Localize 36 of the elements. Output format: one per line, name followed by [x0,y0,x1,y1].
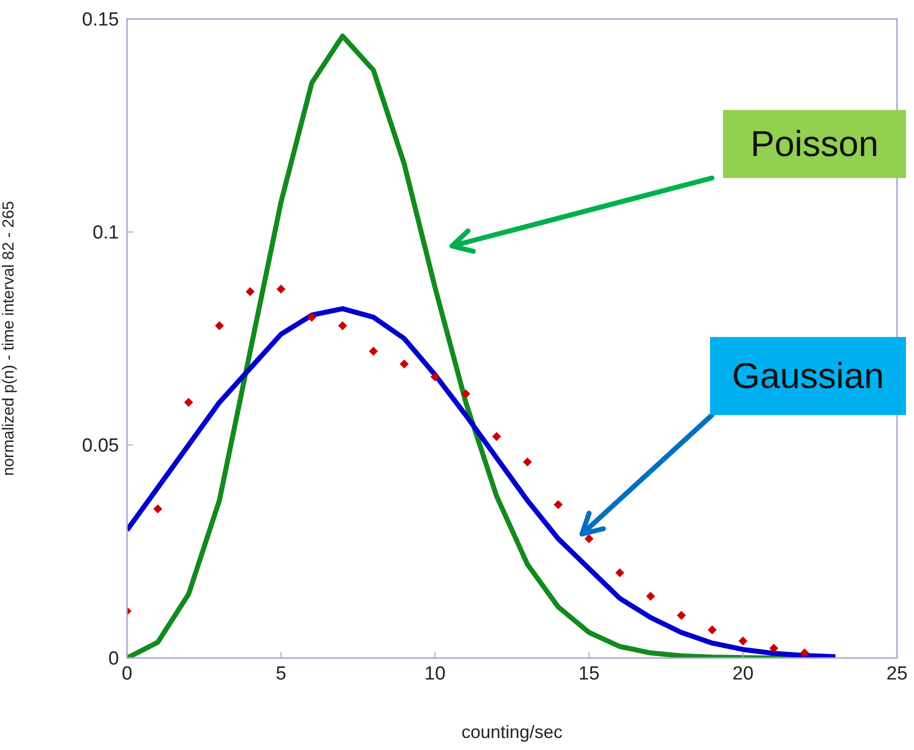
point [676,610,686,620]
x-tick-label: 15 [578,663,600,684]
point [276,284,286,294]
point [214,321,224,330]
y-tick-label: 0 [108,648,119,670]
point [522,458,532,467]
point [400,360,409,369]
point [430,372,440,382]
y-tick-label: 0.15 [82,10,119,31]
x-tick-label: 0 [122,663,132,684]
y-tick-label: 0.05 [82,436,119,457]
x-tick-label: 5 [276,663,286,684]
point [738,636,748,646]
point [800,648,810,658]
point [338,321,348,330]
point [584,534,594,544]
point [153,504,162,514]
y-tick-label: 0.1 [92,222,119,244]
point [646,592,656,601]
annotation: Gaussian [710,337,906,415]
point [307,312,316,322]
x-tick-label: 20 [732,663,754,684]
x-tick-label: 10 [424,663,446,684]
point [246,287,255,296]
point [368,346,378,356]
point [461,389,470,398]
annotation: Poisson [723,110,906,178]
point [184,398,194,407]
point [708,625,717,634]
y-axis-title: normalized p(n) - time interval 82 - 265 [0,201,18,476]
point [554,500,563,510]
x-axis-title: counting/sec [461,722,563,742]
point [615,568,624,578]
point [492,432,502,441]
x-tick-label: 25 [886,663,908,684]
point [769,644,778,653]
